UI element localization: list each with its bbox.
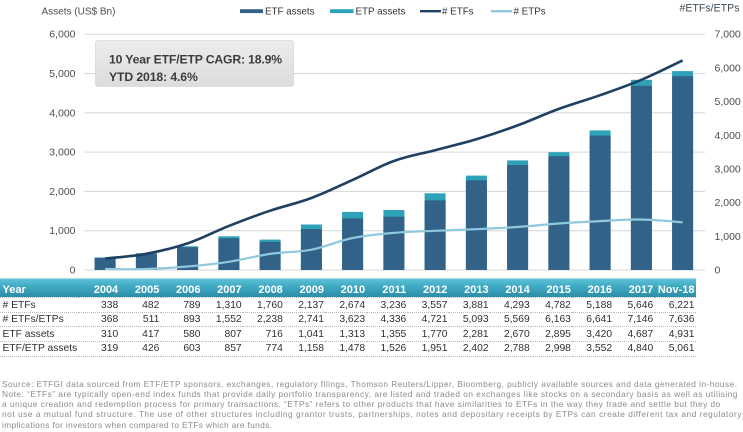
svg-text:ETP assets: ETP assets <box>356 6 406 17</box>
svg-text:1,000: 1,000 <box>49 225 75 237</box>
svg-text:# ETFs: # ETFs <box>442 6 474 17</box>
svg-text:2,000: 2,000 <box>49 186 75 198</box>
svg-text:#ETFs/ETPs: #ETFs/ETPs <box>679 3 739 15</box>
svg-text:YTD 2018: 4.6%: YTD 2018: 4.6% <box>109 70 198 84</box>
svg-text:1,000: 1,000 <box>715 231 741 243</box>
svg-text:6,000: 6,000 <box>715 62 741 74</box>
svg-text:ETF assets: ETF assets <box>265 6 315 17</box>
svg-text:# ETPs: # ETPs <box>514 6 546 17</box>
svg-text:3,000: 3,000 <box>49 147 75 159</box>
svg-text:2,000: 2,000 <box>715 197 741 209</box>
svg-text:10 Year ETF/ETP CAGR: 18.9%: 10 Year ETF/ETP CAGR: 18.9% <box>109 53 282 67</box>
svg-text:5,000: 5,000 <box>49 68 75 80</box>
svg-text:0: 0 <box>715 265 721 277</box>
svg-text:0: 0 <box>70 265 76 277</box>
svg-text:4,000: 4,000 <box>715 130 741 142</box>
svg-text:7,000: 7,000 <box>715 29 741 41</box>
svg-text:4,000: 4,000 <box>49 107 75 119</box>
svg-text:3,000: 3,000 <box>715 163 741 175</box>
svg-text:5,000: 5,000 <box>715 96 741 108</box>
svg-text:6,000: 6,000 <box>49 29 75 41</box>
svg-text:Assets (US$ Bn): Assets (US$ Bn) <box>42 7 116 18</box>
